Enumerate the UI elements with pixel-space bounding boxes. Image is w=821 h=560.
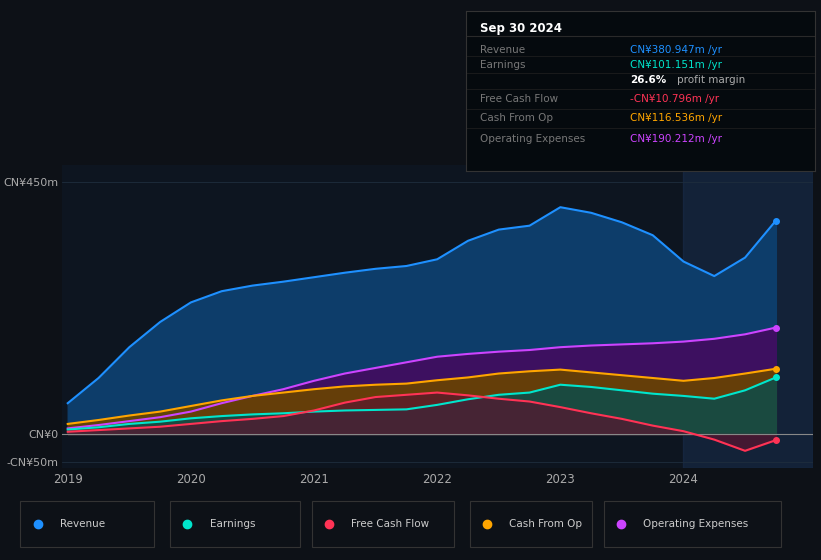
Text: CN¥380.947m /yr: CN¥380.947m /yr — [631, 44, 722, 54]
Text: Operating Expenses: Operating Expenses — [643, 519, 748, 529]
Text: Revenue: Revenue — [480, 44, 525, 54]
Text: Cash From Op: Cash From Op — [480, 113, 553, 123]
Text: CN¥116.536m /yr: CN¥116.536m /yr — [631, 113, 722, 123]
Text: Operating Expenses: Operating Expenses — [480, 134, 585, 144]
Text: Earnings: Earnings — [480, 60, 525, 71]
Text: CN¥101.151m /yr: CN¥101.151m /yr — [631, 60, 722, 71]
Text: Cash From Op: Cash From Op — [509, 519, 582, 529]
Text: CN¥190.212m /yr: CN¥190.212m /yr — [631, 134, 722, 144]
Text: profit margin: profit margin — [677, 75, 745, 85]
Text: Sep 30 2024: Sep 30 2024 — [480, 22, 562, 35]
Text: 26.6%: 26.6% — [631, 75, 667, 85]
Text: Free Cash Flow: Free Cash Flow — [351, 519, 429, 529]
Bar — [684, 165, 813, 468]
Text: Earnings: Earnings — [209, 519, 255, 529]
Text: Revenue: Revenue — [60, 519, 105, 529]
Text: Free Cash Flow: Free Cash Flow — [480, 94, 558, 104]
Text: -CN¥10.796m /yr: -CN¥10.796m /yr — [631, 94, 719, 104]
